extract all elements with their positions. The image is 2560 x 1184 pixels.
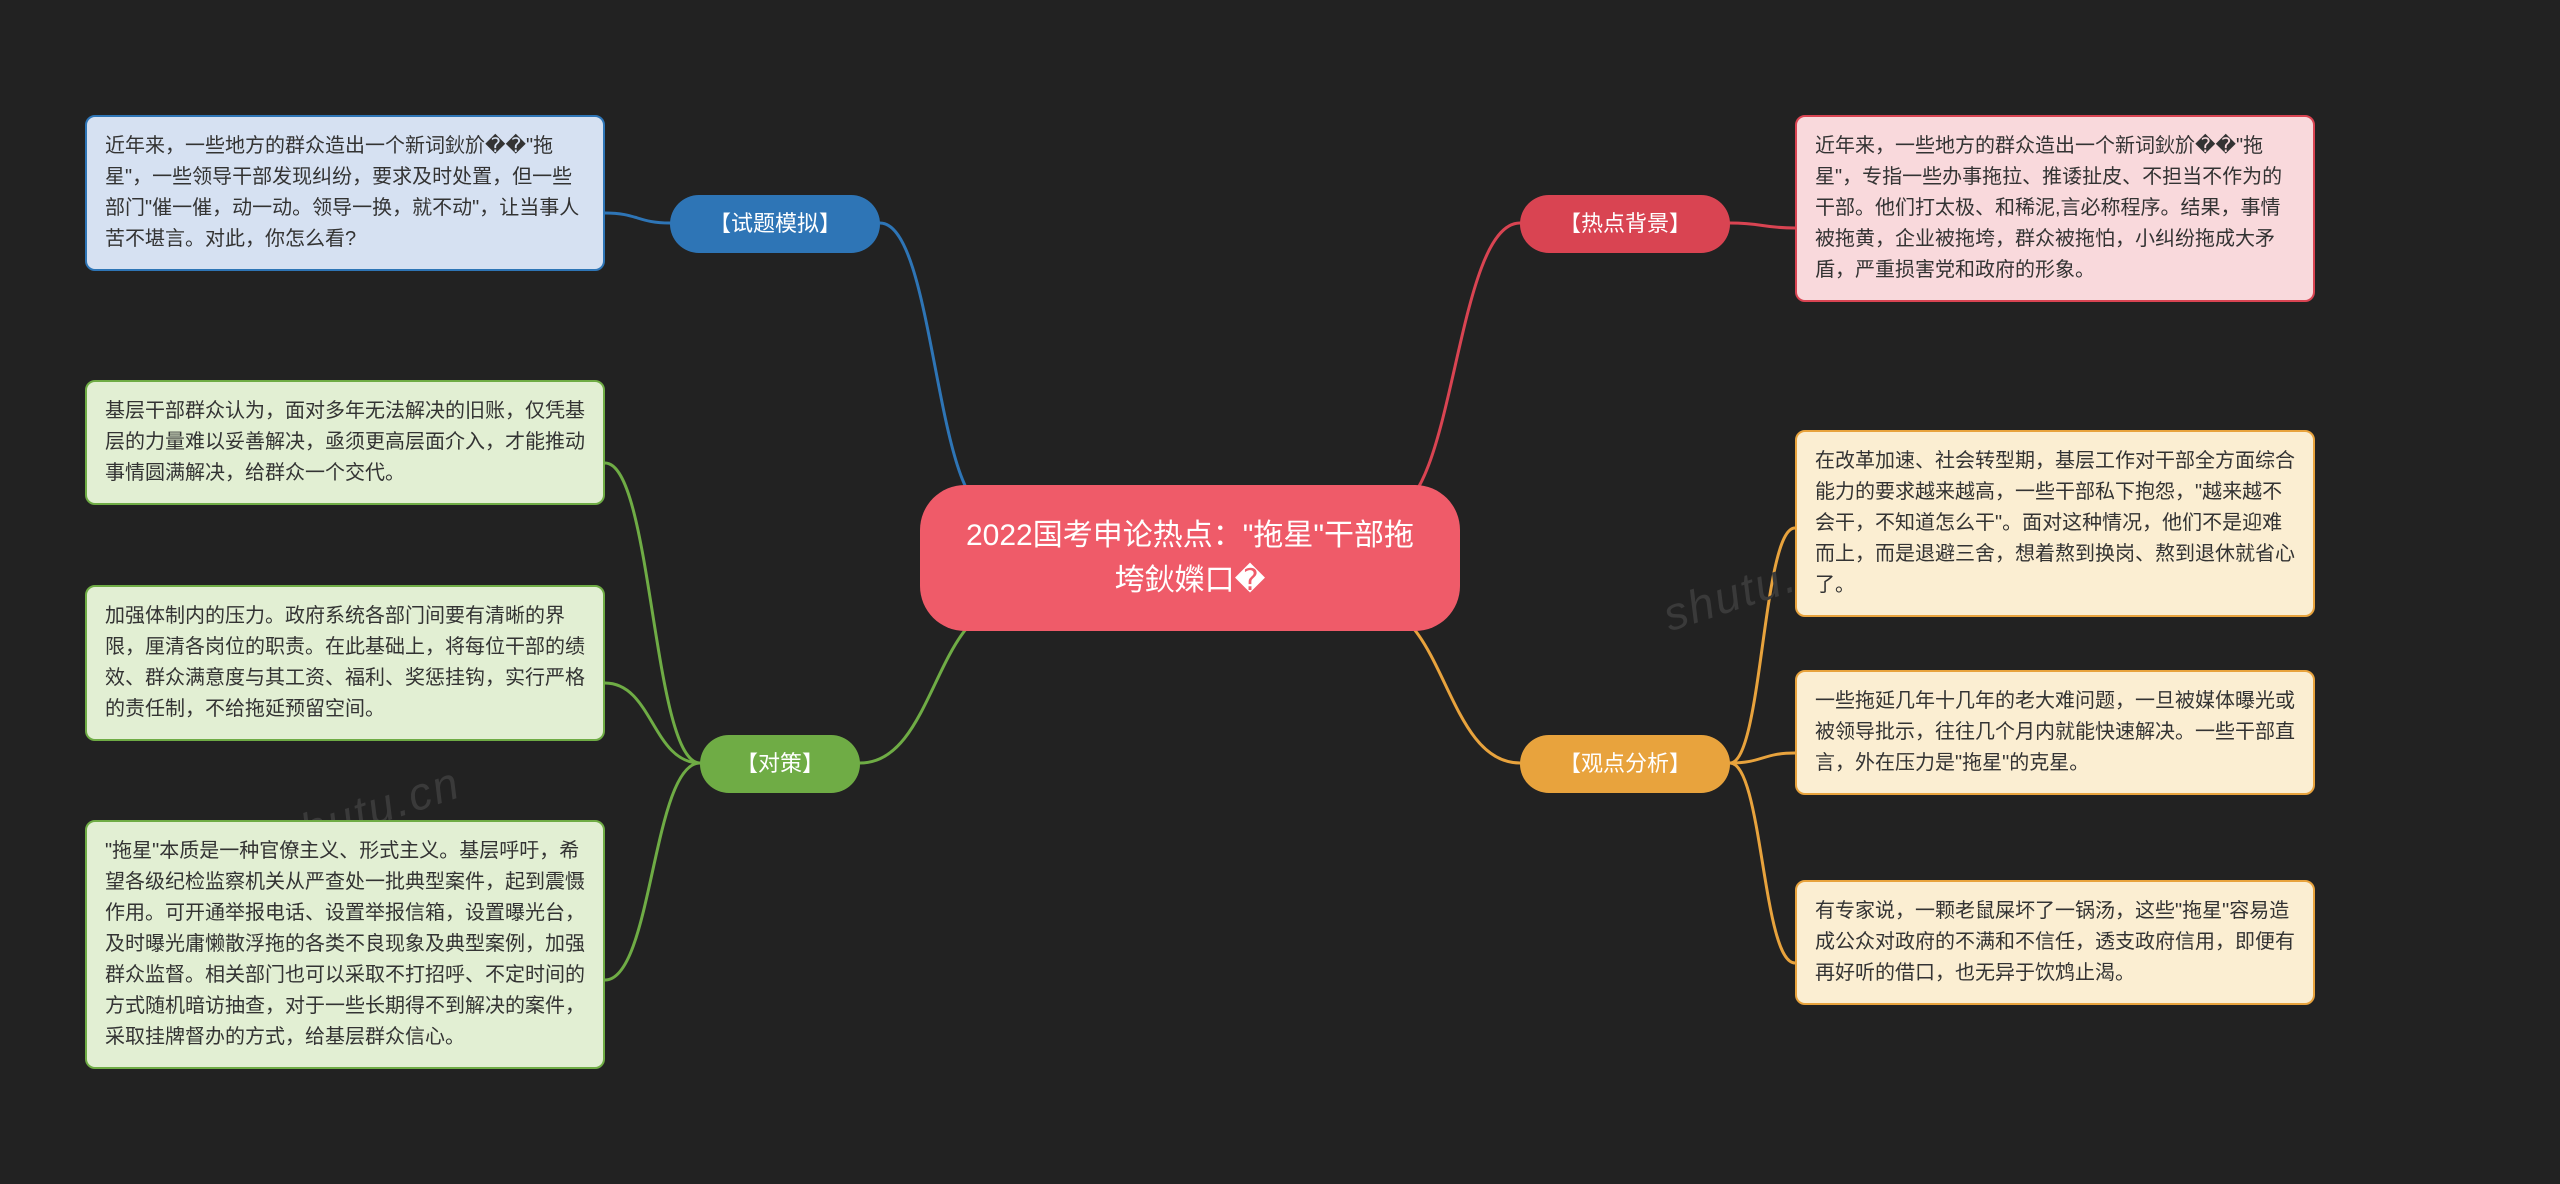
leaf-node: 基层干部群众认为，面对多年无法解决的旧账，仅凭基层的力量难以妥善解决，亟须更高层… (85, 380, 605, 505)
leaf-node: 加强体制内的压力。政府系统各部门间要有清晰的界限，厘清各岗位的职责。在此基础上，… (85, 585, 605, 741)
leaf-node: 在改革加速、社会转型期，基层工作对干部全方面综合能力的要求越来越高，一些干部私下… (1795, 430, 2315, 617)
branch-node: 【热点背景】 (1520, 195, 1730, 253)
leaf-node: "拖星"本质是一种官僚主义、形式主义。基层呼吁，希望各级纪检监察机关从严查处一批… (85, 820, 605, 1069)
branch-node: 【观点分析】 (1520, 735, 1730, 793)
leaf-node: 近年来，一些地方的群众造出一个新词鈥斺��"拖星"，专指一些办事拖拉、推诿扯皮、… (1795, 115, 2315, 302)
branch-node: 【试题模拟】 (670, 195, 880, 253)
center-node: 2022国考申论热点："拖星"干部拖垮鈥嬫口� (920, 485, 1460, 631)
leaf-node: 近年来，一些地方的群众造出一个新词鈥斺��"拖星"，一些领导干部发现纠纷，要求及… (85, 115, 605, 271)
leaf-node: 有专家说，一颗老鼠屎坏了一锅汤，这些"拖星"容易造成公众对政府的不满和不信任，透… (1795, 880, 2315, 1005)
leaf-node: 一些拖延几年十几年的老大难问题，一旦被媒体曝光或被领导批示，往往几个月内就能快速… (1795, 670, 2315, 795)
branch-node: 【对策】 (700, 735, 860, 793)
